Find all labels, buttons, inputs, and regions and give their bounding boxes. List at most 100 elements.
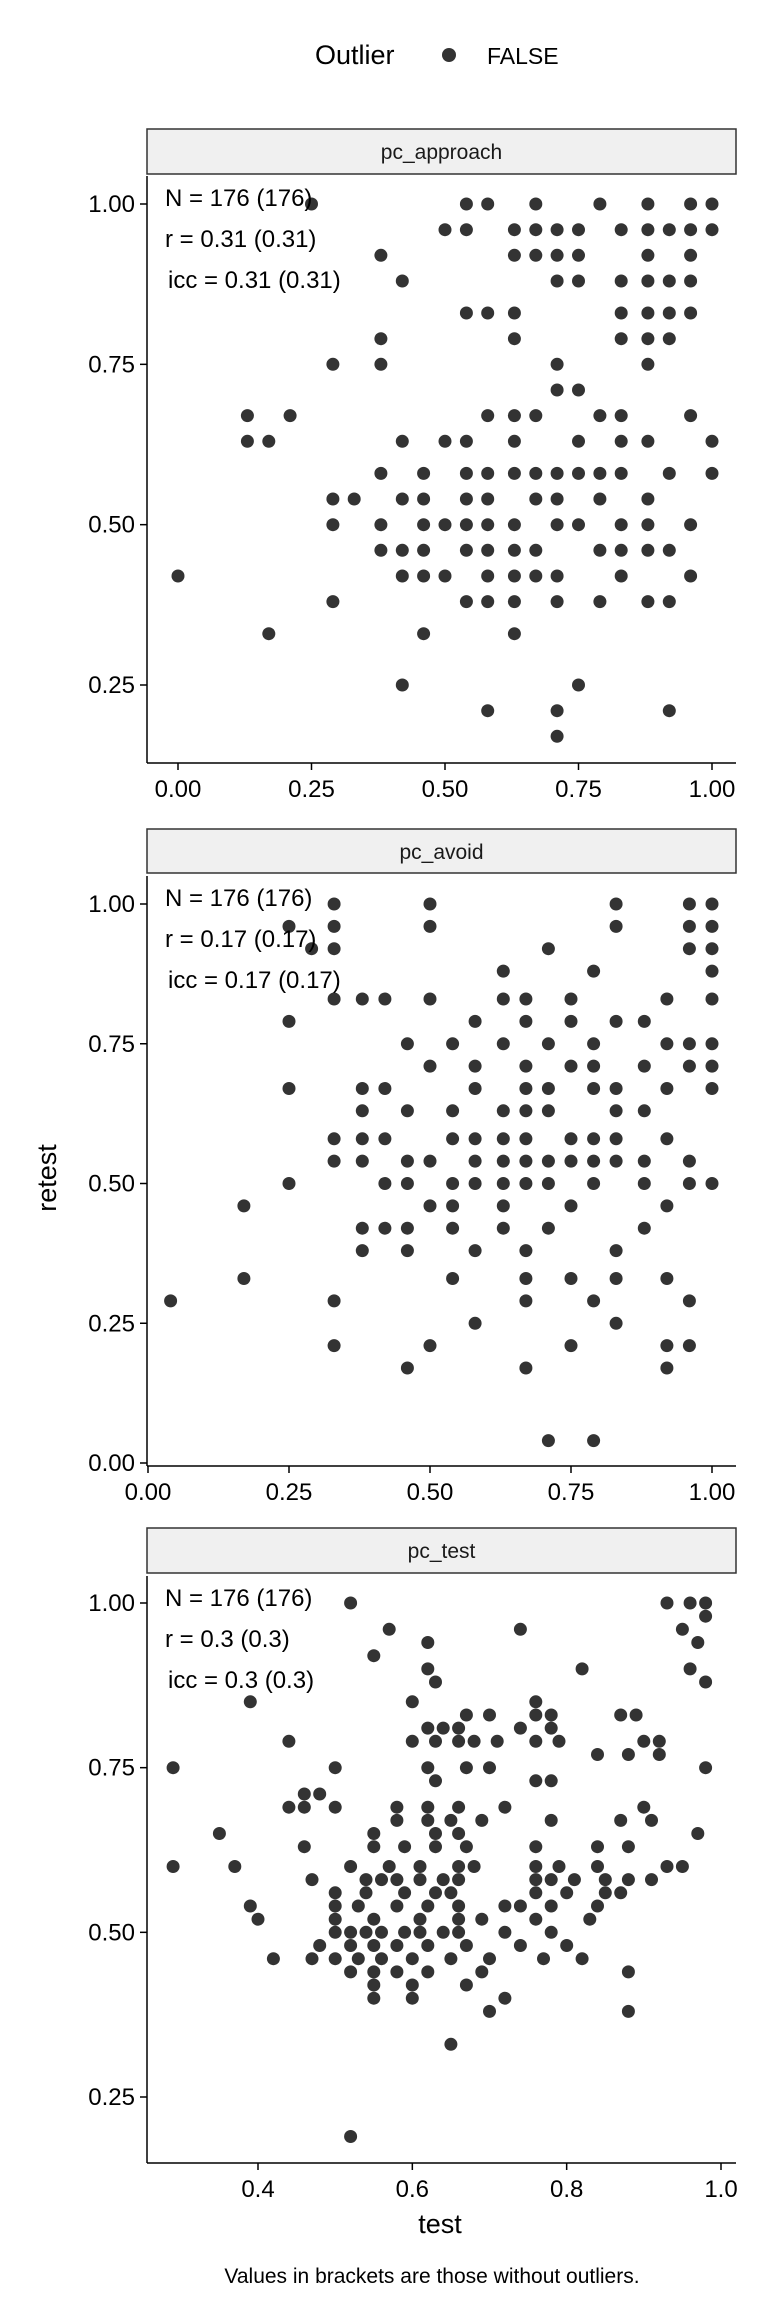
data-point bbox=[675, 1622, 689, 1636]
data-point bbox=[421, 1899, 435, 1913]
data-point bbox=[572, 678, 585, 692]
data-point bbox=[529, 1886, 543, 1900]
data-point bbox=[614, 409, 628, 423]
data-point bbox=[684, 274, 698, 288]
data-point bbox=[423, 919, 437, 933]
data-point bbox=[572, 518, 585, 532]
data-point bbox=[621, 1748, 635, 1761]
data-point bbox=[544, 1873, 558, 1887]
data-point bbox=[496, 1154, 510, 1168]
data-point bbox=[537, 1952, 550, 1966]
data-point bbox=[529, 197, 543, 211]
data-point bbox=[400, 1154, 414, 1168]
data-point bbox=[564, 1272, 578, 1285]
data-point bbox=[496, 1199, 510, 1213]
data-point bbox=[662, 704, 676, 718]
data-point bbox=[682, 1294, 696, 1308]
data-point bbox=[641, 197, 655, 211]
data-point bbox=[459, 518, 473, 532]
data-point bbox=[591, 1899, 604, 1913]
data-point bbox=[400, 1037, 414, 1051]
data-point bbox=[429, 1734, 442, 1748]
data-point bbox=[468, 1132, 482, 1146]
data-point bbox=[436, 1873, 450, 1887]
data-point bbox=[550, 569, 564, 583]
data-point bbox=[405, 1734, 419, 1748]
data-point bbox=[609, 1082, 623, 1095]
data-point bbox=[519, 992, 533, 1006]
data-point bbox=[468, 1154, 482, 1168]
data-point bbox=[550, 248, 564, 262]
data-point bbox=[529, 1873, 543, 1887]
data-point bbox=[327, 992, 341, 1006]
data-point bbox=[519, 1177, 533, 1190]
data-point bbox=[564, 1132, 578, 1146]
data-point bbox=[675, 1860, 689, 1873]
data-point bbox=[468, 1082, 482, 1095]
data-point bbox=[468, 1244, 482, 1258]
data-point bbox=[593, 466, 607, 480]
data-point bbox=[593, 595, 607, 609]
data-point bbox=[507, 434, 521, 448]
data-point bbox=[351, 1952, 365, 1966]
data-point bbox=[513, 1622, 527, 1636]
data-point bbox=[507, 627, 521, 641]
x-tick-label: 0.25 bbox=[266, 1479, 313, 1506]
data-point bbox=[297, 1840, 311, 1854]
stat-annotation: r = 0.17 (0.17) bbox=[165, 926, 316, 953]
data-point bbox=[326, 357, 340, 371]
data-point bbox=[378, 1082, 392, 1095]
data-point bbox=[529, 1840, 543, 1854]
data-point bbox=[519, 1014, 533, 1028]
data-point bbox=[164, 1294, 178, 1308]
data-point bbox=[481, 466, 495, 480]
data-point bbox=[436, 1721, 450, 1735]
data-point bbox=[378, 992, 392, 1006]
data-point bbox=[481, 409, 495, 423]
data-point bbox=[326, 595, 340, 609]
data-point bbox=[459, 434, 473, 448]
data-point bbox=[660, 1272, 674, 1285]
data-point bbox=[519, 1154, 533, 1168]
data-point bbox=[459, 466, 473, 480]
stat-annotation: icc = 0.17 (0.17) bbox=[168, 967, 341, 994]
data-point bbox=[429, 1840, 442, 1854]
data-point bbox=[429, 1827, 442, 1840]
data-point bbox=[467, 1734, 481, 1748]
data-point bbox=[459, 1708, 473, 1722]
data-point bbox=[541, 1221, 555, 1235]
legend-title: Outlier bbox=[315, 40, 395, 70]
data-point bbox=[400, 1221, 414, 1235]
data-point bbox=[405, 1952, 419, 1966]
data-point bbox=[699, 1675, 713, 1689]
data-point bbox=[662, 274, 676, 288]
data-point bbox=[496, 1177, 510, 1190]
data-point bbox=[459, 197, 473, 211]
data-point bbox=[237, 1272, 251, 1285]
data-point bbox=[629, 1708, 643, 1722]
data-point bbox=[705, 964, 719, 978]
data-point bbox=[587, 1294, 601, 1308]
data-point bbox=[591, 1840, 604, 1854]
data-point bbox=[609, 1104, 623, 1118]
data-point bbox=[459, 492, 473, 506]
data-point bbox=[481, 543, 495, 557]
data-point bbox=[614, 1708, 628, 1722]
data-point bbox=[637, 1221, 651, 1235]
data-point bbox=[705, 919, 719, 933]
x-tick-label: 0.4 bbox=[241, 2176, 274, 2203]
data-point bbox=[327, 1339, 341, 1353]
data-point bbox=[444, 1813, 458, 1827]
data-point bbox=[513, 1939, 527, 1952]
data-point bbox=[705, 1082, 719, 1095]
data-point bbox=[519, 1294, 533, 1308]
data-point bbox=[459, 595, 473, 609]
data-point bbox=[529, 223, 543, 237]
data-point bbox=[684, 197, 698, 211]
data-point bbox=[375, 1952, 388, 1966]
data-point bbox=[421, 1813, 435, 1827]
data-point bbox=[417, 569, 431, 583]
data-point bbox=[496, 1221, 510, 1235]
data-point bbox=[572, 434, 585, 448]
data-point bbox=[662, 466, 676, 480]
